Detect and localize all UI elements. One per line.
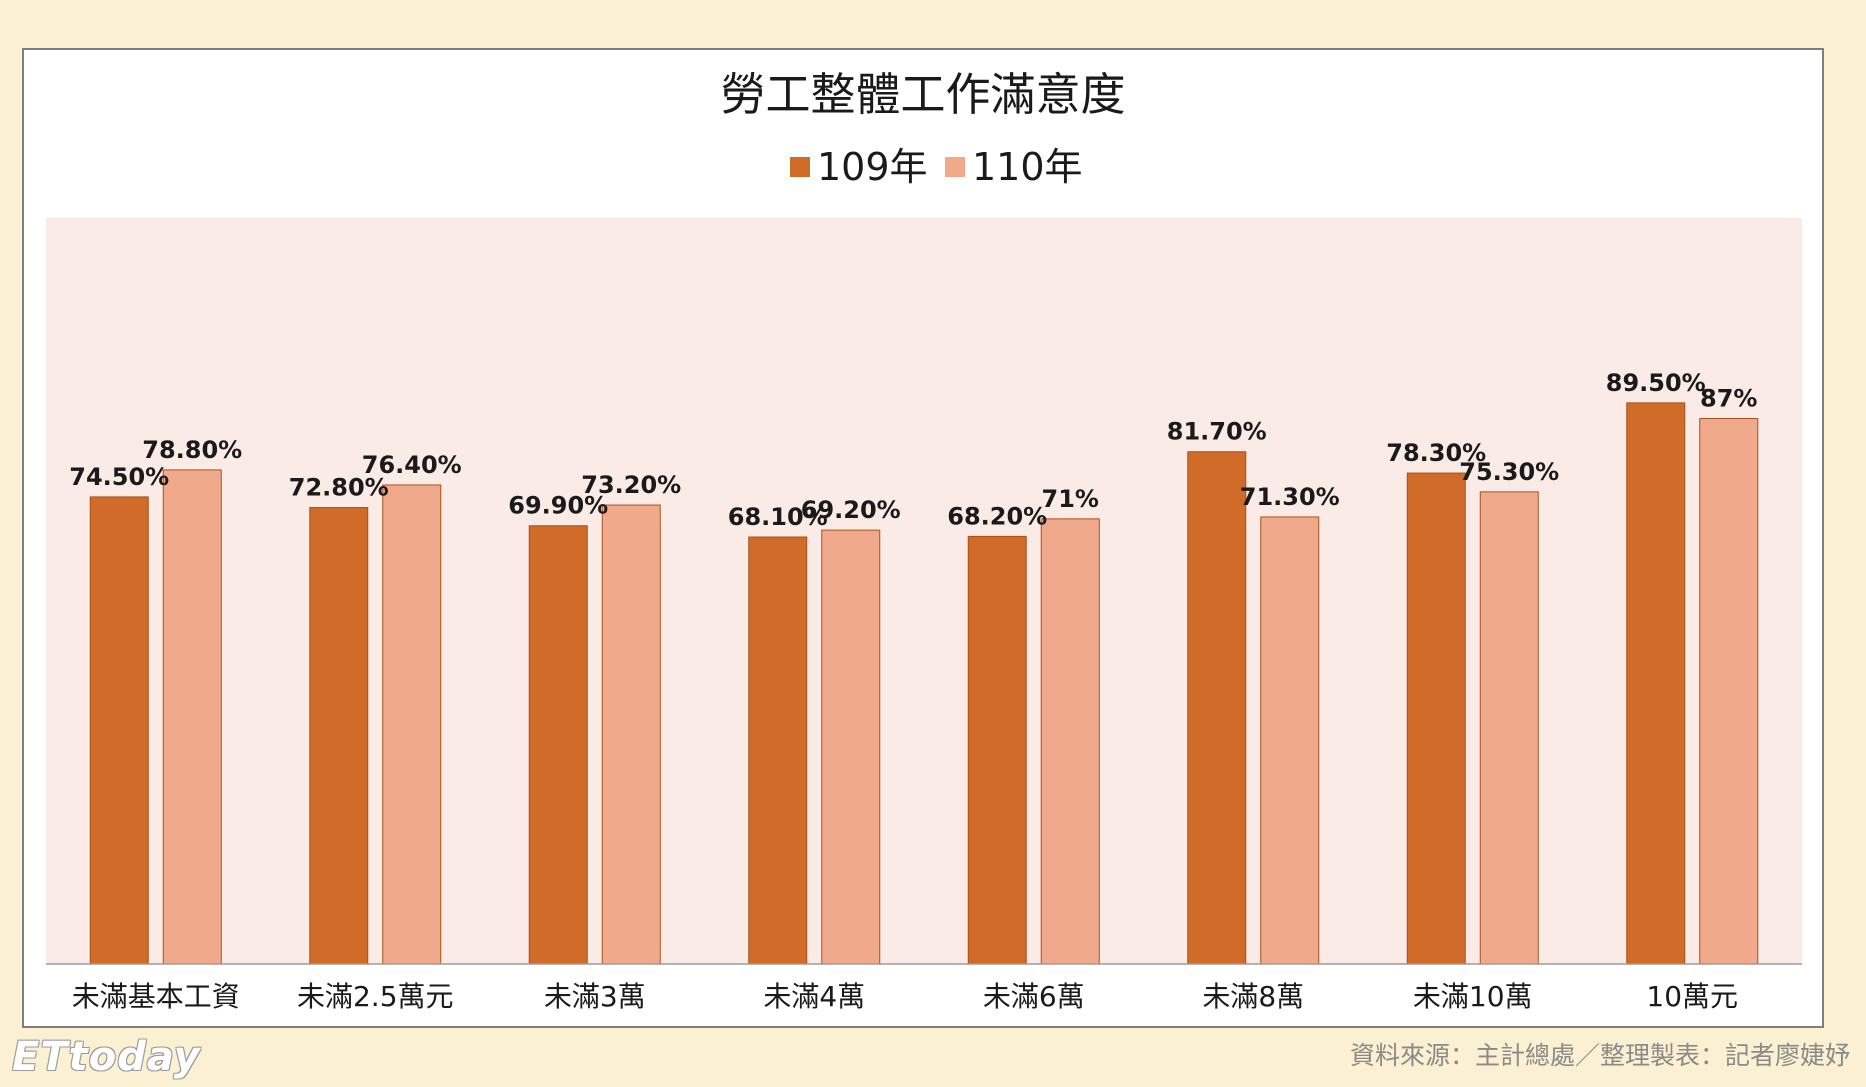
chart-frame: 勞工整體工作滿意度 109年 110年 74.50% 78.80% 72.80% 76… [22,48,1824,1028]
bar-109-7 [1626,402,1686,965]
category-labels-group: 未滿基本工資 未滿2.5萬元 未滿3萬 未滿4萬 未滿6萬 未滿8萬 未滿10萬 10萬元 [72,980,1738,1013]
bar-109-2 [528,525,588,965]
category-label-7: 10萬元 [1646,980,1738,1013]
data-label-110-4: 71% [1042,485,1099,513]
bar-109-5 [1187,451,1247,965]
data-labels-group: 74.50%78.80% 72.80%76.40% 69.90%73.20% 68.1… [69,369,1757,531]
category-label-1: 未滿2.5萬元 [297,980,454,1013]
bar-110-7 [1699,418,1759,965]
chart-title: 勞工整體工作滿意度 [720,68,1125,121]
source-note: 資料來源：主計總處／整理製表：記者廖婕妤 [1349,1041,1850,1070]
category-label-3: 未滿4萬 [763,980,865,1013]
legend-label-110: 110年 [972,145,1083,189]
data-label-110-2: 73.20% [581,471,681,499]
category-label-2: 未滿3萬 [544,980,646,1013]
ettoday-logo: ETtoday [12,1034,201,1080]
data-label-110-6: 75.30% [1459,458,1559,486]
bar-110-2 [601,504,661,965]
bar-110-3 [821,529,881,965]
bar-110-0 [162,469,222,965]
bars-group [89,402,1759,965]
category-label-5: 未滿8萬 [1202,980,1304,1013]
legend-label-109: 109年 [817,145,928,189]
data-label-109-2: 69.90% [508,492,608,520]
data-label-110-0: 78.80% [142,436,242,464]
bar-109-4 [967,535,1027,965]
data-label-109-7: 89.50% [1606,369,1706,397]
bar-chart: 勞工整體工作滿意度 109年 110年 74.50%78.80% 72.80%76… [46,68,1802,1013]
bar-110-6 [1479,491,1539,965]
bar-110-4 [1040,518,1100,965]
data-label-110-1: 76.40% [362,451,462,479]
bar-110-1 [382,484,442,965]
data-label-109-1: 72.80% [289,474,389,502]
bar-109-3 [748,536,808,965]
data-label-109-4: 68.20% [947,502,1047,530]
legend: 109年 110年 [790,145,1083,189]
bar-110-5 [1260,516,1320,965]
data-label-109-0: 74.50% [69,463,169,491]
data-label-110-5: 71.30% [1240,483,1340,511]
category-label-4: 未滿6萬 [983,980,1085,1013]
data-label-110-7: 87% [1700,385,1757,413]
category-label-0: 未滿基本工資 [72,980,240,1013]
data-label-109-3: 68.10% [728,503,828,531]
category-label-6: 未滿10萬 [1413,980,1533,1013]
data-label-109-6: 78.30% [1386,439,1486,467]
bar-109-6 [1406,472,1466,965]
bar-109-0 [89,496,149,965]
data-label-110-3: 69.20% [801,496,901,524]
legend-swatch-109 [790,157,810,177]
data-label-109-5: 81.70% [1167,418,1267,446]
bar-109-1 [309,507,369,965]
legend-swatch-110 [945,157,965,177]
